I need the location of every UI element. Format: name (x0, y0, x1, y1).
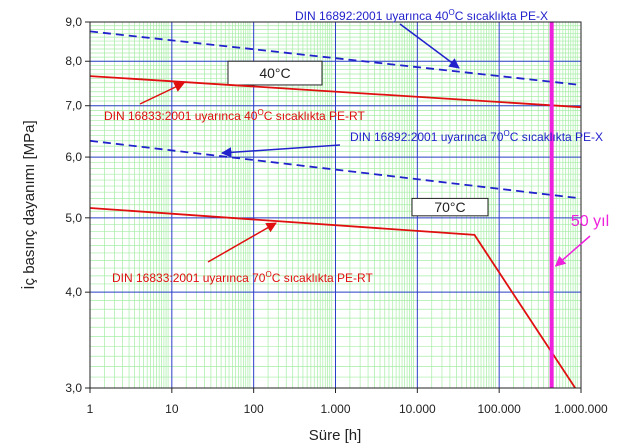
x-tick-label: 100.000 (477, 402, 521, 416)
annotation-label: DIN 16833:2001 uyarınca 40OC sıcaklıkta … (104, 108, 365, 123)
x-tick-label: 1 (87, 402, 94, 416)
annotation-label: DIN 16892:2001 uyarınca 70OC sıcaklıkta … (350, 129, 603, 144)
annotation-arrow (220, 144, 341, 158)
x-tick-label: 10.000 (399, 402, 436, 416)
series-lines (89, 30, 582, 389)
series-line-4 (89, 207, 576, 389)
y-tick-label: 5,0 (65, 211, 82, 225)
series-line-3 (89, 139, 582, 200)
y-tick-label: 8,0 (65, 54, 82, 68)
y-axis-label: İç basınç dayanımı [MPa] (20, 120, 38, 289)
series-line-1 (89, 30, 582, 86)
y-tick-label: 7,0 (65, 99, 82, 113)
annotation-arrow (207, 222, 277, 263)
x-tick-label: 100 (244, 402, 264, 416)
x-tick-label: 10 (165, 402, 179, 416)
y-tick-label: 3,0 (65, 381, 82, 395)
temperature-label-box (411, 197, 489, 217)
annotation-label: DIN 16833:2001 uyarınca 70OC sıcaklıkta … (112, 270, 373, 285)
annotation-label: DIN 16892:2001 uyarınca 40OC sıcaklıkta … (295, 8, 548, 23)
annotations: DIN 16892:2001 uyarınca 40OC sıcaklıkta … (104, 8, 609, 285)
x-axis-label: Süre [h] (309, 427, 362, 444)
reference-line-arrow (554, 235, 591, 267)
temperature-label: 70°C (434, 199, 465, 215)
temperature-label-boxes: 40°C 70°C (227, 60, 489, 217)
annotation-arrow (139, 82, 185, 105)
y-tick-label: 9,0 (65, 15, 82, 29)
axis-ticks: 1 10 100 1.000 10.000 100.000 1.000.000 3,0 4,0 5… (65, 15, 608, 416)
temperature-label: 40°C (259, 65, 290, 81)
x-tick-label: 1.000 (320, 402, 350, 416)
y-tick-label: 4,0 (65, 285, 82, 299)
temperature-label-box (227, 60, 323, 86)
reference-line-label: 50 yıl (571, 213, 609, 230)
x-tick-label: 1.000.000 (554, 402, 608, 416)
y-tick-label: 6,0 (65, 150, 82, 164)
annotation-arrow (399, 23, 460, 69)
series-line-2 (89, 75, 582, 109)
